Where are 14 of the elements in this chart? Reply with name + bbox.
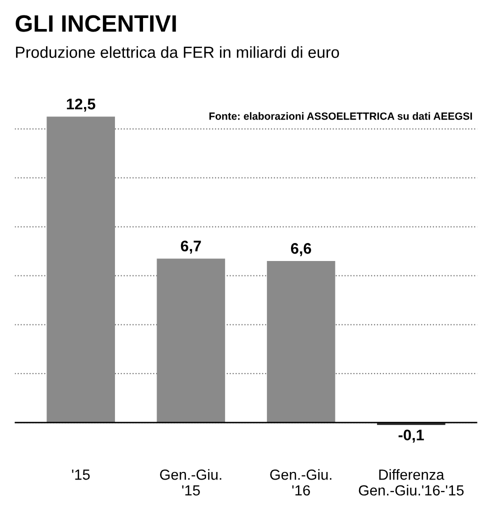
- annotation: Fonte: elaborazioni ASSOELETTRICA su dati AEEGSI: [209, 112, 472, 120]
- chart-subtitle: Produzione elettrica da FER in miliardi di euro: [16, 46, 340, 58]
- bar: [156, 258, 226, 423]
- data-label: 12,5: [66, 98, 96, 112]
- bar: [46, 116, 115, 423]
- x-tick-label: Gen.-Giu. '16: [270, 469, 332, 496]
- data-label: -0,1: [398, 430, 424, 443]
- x-tick-label: Gen.-Giu. '15: [160, 469, 222, 496]
- chart-title: GLI INCENTIVI: [16, 15, 176, 32]
- x-tick-label: '15: [72, 470, 90, 480]
- data-label: 6,7: [180, 240, 201, 254]
- data-label: 6,6: [291, 243, 312, 256]
- x-tick-label: Differenza Gen.-Giu.'16-'15: [358, 469, 464, 496]
- bar: [266, 261, 336, 423]
